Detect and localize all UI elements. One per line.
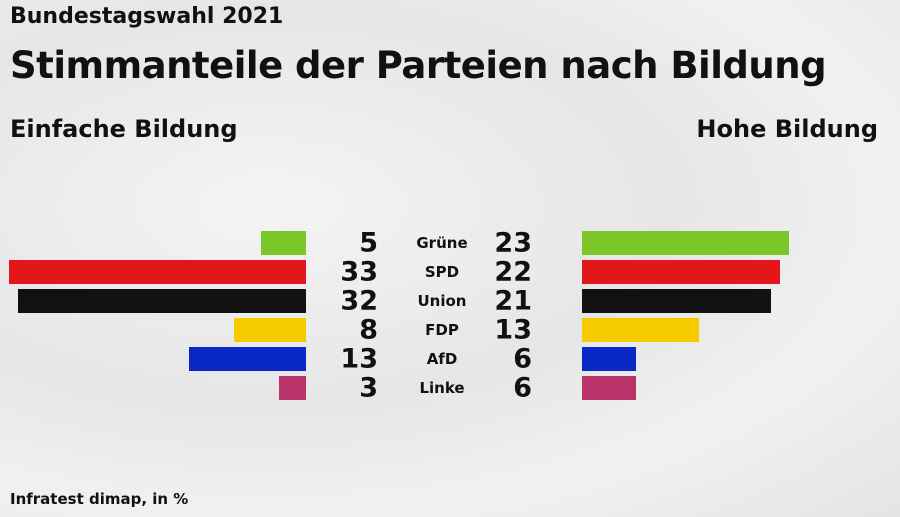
bar-left-gr-ne xyxy=(261,231,306,255)
category-label-fdp: FDP xyxy=(425,321,459,339)
bar-left-linke xyxy=(279,376,306,400)
group-label-left: Einfache Bildung xyxy=(10,115,238,143)
group-label-right: Hohe Bildung xyxy=(696,115,878,143)
chart-supertitle: Bundestagswahl 2021 xyxy=(10,4,284,29)
value-right-afd: 6 xyxy=(513,344,532,375)
category-label-spd: SPD xyxy=(425,263,459,281)
value-left-union: 32 xyxy=(340,286,378,317)
bar-left-afd xyxy=(189,347,306,371)
value-left-spd: 33 xyxy=(340,257,378,288)
category-label-union: Union xyxy=(418,292,467,310)
bar-left-union xyxy=(18,289,306,313)
bar-right-union xyxy=(582,289,771,313)
source-note: Infratest dimap, in % xyxy=(10,490,189,508)
bar-right-spd xyxy=(582,260,780,284)
value-right-union: 21 xyxy=(494,286,532,317)
bar-left-spd xyxy=(9,260,306,284)
bar-right-fdp xyxy=(582,318,699,342)
bar-right-afd xyxy=(582,347,636,371)
value-right-linke: 6 xyxy=(513,373,532,404)
value-right-spd: 22 xyxy=(494,257,532,288)
value-left-afd: 13 xyxy=(340,344,378,375)
value-left-gr-ne: 5 xyxy=(359,228,378,259)
value-right-gr-ne: 23 xyxy=(494,228,532,259)
bar-left-fdp xyxy=(234,318,306,342)
value-right-fdp: 13 xyxy=(494,315,532,346)
value-left-linke: 3 xyxy=(359,373,378,404)
bar-right-gr-ne xyxy=(582,231,789,255)
value-left-fdp: 8 xyxy=(359,315,378,346)
category-label-gr-ne: Grüne xyxy=(416,234,467,252)
chart-title: Stimmanteile der Parteien nach Bildung xyxy=(10,44,827,87)
category-label-linke: Linke xyxy=(419,379,464,397)
category-label-afd: AfD xyxy=(427,350,458,368)
bar-right-linke xyxy=(582,376,636,400)
